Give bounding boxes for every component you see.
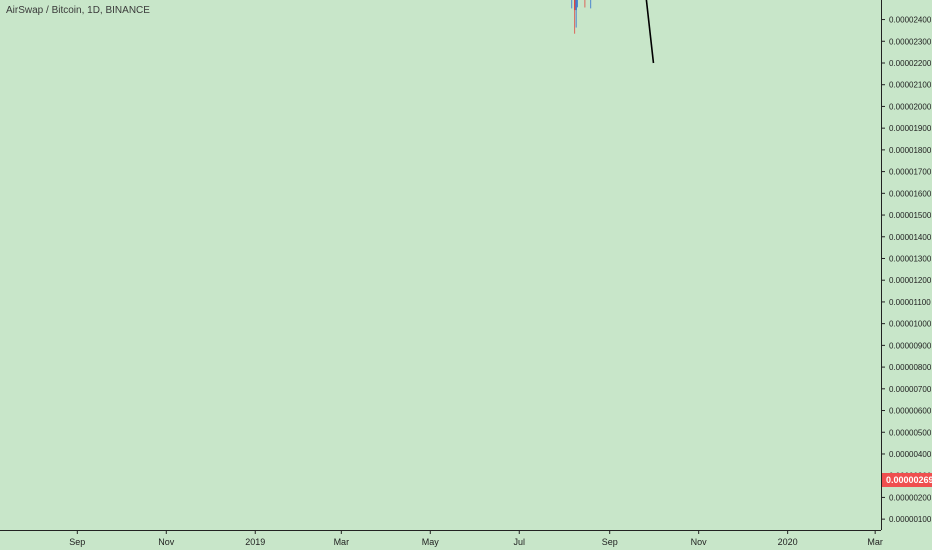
x-tick-label: Mar xyxy=(334,537,350,547)
candle-body xyxy=(575,0,577,11)
y-tick-label: 0.00001000 xyxy=(889,320,932,329)
y-tick-label: 0.00000900 xyxy=(889,341,932,350)
x-tick-label: 2019 xyxy=(245,537,265,547)
x-tick-label: Nov xyxy=(691,537,708,547)
y-tick-label: 0.00001700 xyxy=(889,168,932,177)
y-tick-label: 0.00002400 xyxy=(889,16,932,25)
candles-layer xyxy=(571,0,592,34)
y-tick-label: 0.00001100 xyxy=(889,298,931,307)
y-tick-label: 0.00001800 xyxy=(889,146,932,155)
y-tick-label: 0.00002100 xyxy=(889,81,932,90)
x-tick-label: 2020 xyxy=(778,537,798,547)
chart-title: AirSwap / Bitcoin, 1D, BINANCE xyxy=(6,5,150,16)
y-tick-label: 0.00001300 xyxy=(889,254,932,263)
x-tick-label: May xyxy=(422,537,440,547)
x-tick-labels: Sep Nov 2019 Mar May Jul Sep Nov 2020 Mar xyxy=(69,530,883,547)
last-price-badge xyxy=(882,473,932,487)
x-tick-label: Nov xyxy=(158,537,175,547)
y-tick-label: 0.00002200 xyxy=(889,59,932,68)
y-tick-label: 0.00000800 xyxy=(889,363,932,372)
y-tick-label: 0.00000500 xyxy=(889,428,932,437)
last-price-label: 0.00000269 xyxy=(882,473,932,487)
y-tick-label: 0.00002300 xyxy=(889,37,932,46)
y-tick-label: 0.00000200 xyxy=(889,493,932,502)
y-tick-label: 0.00001600 xyxy=(889,189,932,198)
y-tick-labels: 0.000001000.000002000.000003000.00000400… xyxy=(881,16,932,524)
x-tick-label: Sep xyxy=(602,537,618,547)
y-tick-label: 0.00000400 xyxy=(889,450,932,459)
y-tick-label: 0.00002000 xyxy=(889,102,932,111)
y-tick-label: 0.00001400 xyxy=(889,233,932,242)
y-tick-label: 0.00000700 xyxy=(889,385,932,394)
last-price-text: 0.00000269 xyxy=(886,475,932,485)
y-tick-label: 0.00001200 xyxy=(889,276,932,285)
y-tick-label: 0.00000600 xyxy=(889,407,932,416)
x-tick-label: Sep xyxy=(69,537,85,547)
x-tick-label: Jul xyxy=(514,537,526,547)
x-tick-label: Mar xyxy=(867,537,883,547)
candle-body xyxy=(573,0,576,11)
y-tick-label: 0.00001900 xyxy=(889,124,932,133)
y-tick-label: 0.00001500 xyxy=(889,211,932,220)
y-tick-label: 0.00000100 xyxy=(889,515,932,524)
